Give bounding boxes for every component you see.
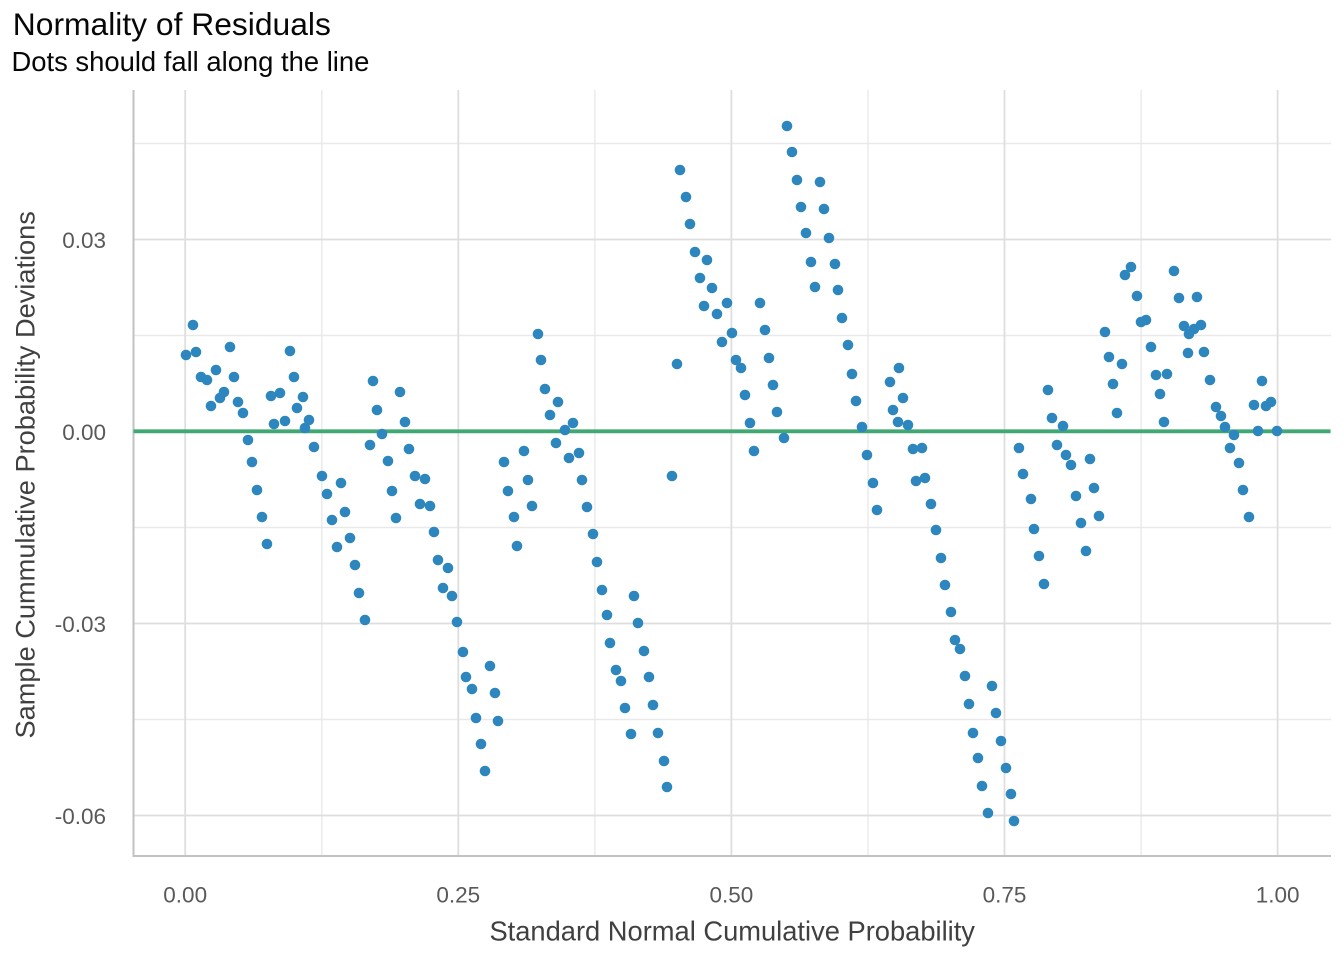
svg-text:-0.06: -0.06: [55, 804, 106, 829]
svg-text:0.75: 0.75: [983, 882, 1027, 907]
svg-text:0.25: 0.25: [436, 882, 480, 907]
svg-text:1.00: 1.00: [1256, 882, 1300, 907]
svg-text:-0.03: -0.03: [55, 612, 106, 637]
svg-text:0.00: 0.00: [62, 420, 106, 445]
svg-text:0.00: 0.00: [163, 882, 207, 907]
svg-text:0.50: 0.50: [710, 882, 754, 907]
svg-text:Sample Cummulative Probability: Sample Cummulative Probability Deviation…: [10, 211, 41, 738]
svg-text:Normality of Residuals: Normality of Residuals: [13, 6, 331, 42]
svg-text:Dots should fall along the lin: Dots should fall along the line: [12, 46, 370, 77]
svg-text:0.03: 0.03: [62, 228, 106, 253]
svg-text:Standard Normal Cumulative Pro: Standard Normal Cumulative Probability: [489, 916, 975, 947]
